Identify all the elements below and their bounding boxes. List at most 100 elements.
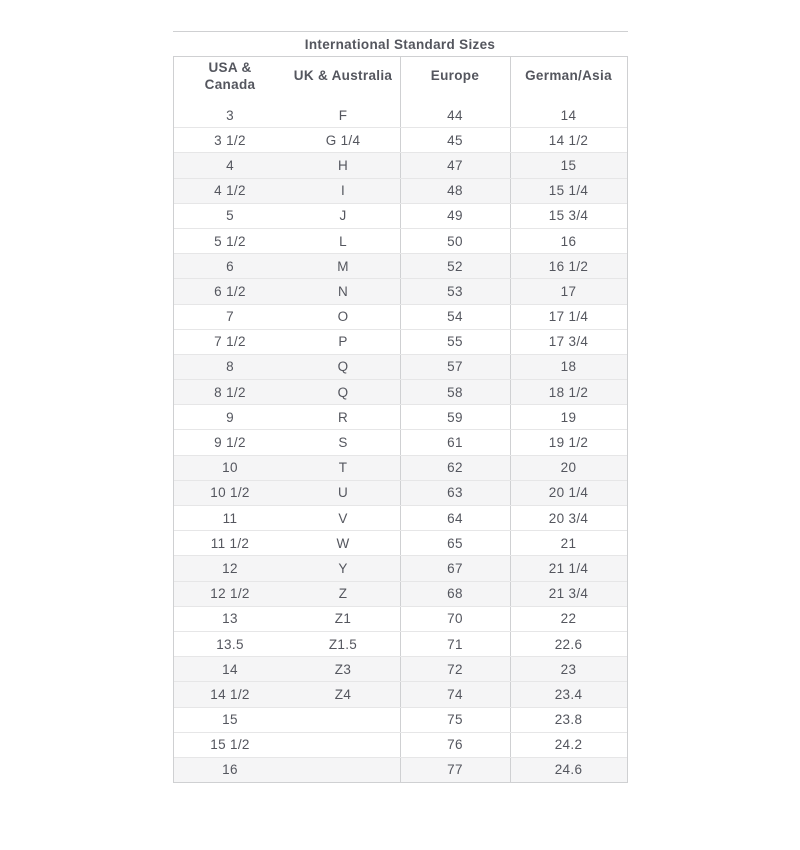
table-cell-usa-canada: 13.5 [216,636,244,652]
table-cell-uk-australia: F [338,107,348,123]
table-cell-uk-australia: O [337,309,349,325]
table-header-row: USA & Canada UK & Australia Europe Germa… [174,57,627,103]
table-cell-uk-australia: R [337,409,349,425]
table-row: 4 1/2 I 48 15 1/4 [173,178,627,204]
table-cell-europe: 72 [399,657,510,682]
table-cell-usa-canada: 10 1/2 [210,485,250,501]
table-cell-uk-australia: Q [337,384,349,400]
column-header-usa-canada: USA & Canada [204,60,256,92]
table-row: 13.5 Z1.5 71 22.6 [173,631,627,658]
table-cell-usa-canada: 8 [226,359,234,375]
table-row: 8 Q 57 18 [173,354,627,381]
table-cell-uk-australia: V [338,510,348,526]
table-cell-german-asia: 21 [509,531,627,556]
table-row: 6 M 52 16 1/2 [173,254,627,280]
table-cell-uk-australia: U [337,485,349,501]
table-cell-german-asia: 24.2 [509,732,627,757]
table-cell-uk-australia: Z1.5 [328,636,358,652]
table-cell-usa-canada: 15 1/2 [210,737,250,753]
table-cell-german-asia: 23 [509,657,627,682]
table-row: 7 O 54 17 1/4 [173,304,627,330]
table-cell-german-asia: 15 [509,153,627,178]
table-title: International Standard Sizes [172,31,628,57]
table-cell-uk-australia: H [337,157,349,173]
table-cell-europe: 75 [399,707,510,732]
table-cell-usa-canada: 14 1/2 [210,686,250,702]
table-cell-europe: 64 [399,506,510,531]
table-cell-uk-australia: Q [337,359,349,375]
table-cell-usa-canada: 15 [222,712,238,728]
table-cell-usa-canada: 10 [222,460,238,476]
table-cell-german-asia: 23.4 [509,682,627,707]
table-cell-usa-canada: 14 [222,661,238,677]
column-header-europe: Europe [399,57,510,103]
table-row: 13 Z1 70 22 [173,606,627,632]
table-cell-europe: 77 [399,757,510,783]
table-cell-europe: 54 [399,304,510,329]
table-cell-usa-canada: 4 1/2 [214,183,246,199]
table-cell-europe: 71 [399,631,510,657]
table-row: 14 1/2 Z4 74 23.4 [173,682,627,708]
table-cell-europe: 74 [399,682,510,707]
international-size-chart: International Standard Sizes USA & Canad… [172,31,628,784]
table-cell-uk-australia: S [338,435,348,451]
table-cell-german-asia: 15 1/4 [509,178,627,203]
table-body-frame: USA & Canada UK & Australia Europe Germa… [172,57,628,784]
table-cell-german-asia: 17 3/4 [509,329,627,354]
table-cell-europe: 59 [399,405,510,430]
table-cell-german-asia: 18 1/2 [509,380,627,405]
table-cell-uk-australia [287,758,400,782]
table-cell-uk-australia [287,708,400,732]
table-cell-german-asia: 19 [509,405,627,430]
table-row: 14 Z3 72 23 [173,657,627,683]
table-cell-europe: 49 [399,203,510,228]
table-cell-usa-canada: 5 1/2 [214,233,246,249]
table-cell-uk-australia: Z1 [334,611,352,627]
table-cell-europe: 61 [399,430,510,455]
table-cell-usa-canada: 3 1/2 [214,132,246,148]
table-cell-usa-canada: 9 [226,409,234,425]
table-row: 5 J 49 15 3/4 [173,203,627,229]
table-cell-usa-canada: 5 [226,208,234,224]
table-row: 6 1/2 N 53 17 [173,279,627,305]
table-cell-europe: 57 [399,354,510,380]
table-cell-usa-canada: 11 [222,510,238,526]
table-row: 5 1/2 L 50 16 [173,228,627,255]
table-cell-europe: 63 [399,480,510,505]
table-cell-uk-australia: L [339,233,347,249]
table-cell-uk-australia: Z3 [334,661,352,677]
table-cell-usa-canada: 9 1/2 [214,435,246,451]
table-cell-usa-canada: 4 [226,157,234,173]
table-cell-europe: 48 [399,178,510,203]
table-row: 15 1/2 76 24.2 [173,732,627,758]
table-cell-europe: 62 [399,455,510,480]
table-cell-usa-canada: 7 1/2 [214,334,246,350]
table-row: 8 1/2 Q 58 18 1/2 [173,380,627,406]
table-cell-europe: 65 [399,531,510,556]
table-cell-german-asia: 22 [509,606,627,631]
table-cell-german-asia: 17 1/4 [509,304,627,329]
table-row: 9 R 59 19 [173,405,627,431]
table-cell-german-asia: 14 1/2 [509,128,627,153]
table-row: 3 F 44 14 [173,103,627,129]
table-cell-europe: 70 [399,606,510,631]
table-cell-europe: 58 [399,380,510,405]
table-row: 11 V 64 20 3/4 [173,506,627,532]
table-cell-usa-canada: 12 1/2 [210,586,250,602]
table-row: 10 1/2 U 63 20 1/4 [173,480,627,506]
table-cell-uk-australia: Z [338,586,348,602]
column-header-german-asia: German/Asia [509,57,627,103]
table-cell-german-asia: 20 3/4 [509,506,627,531]
table-cell-german-asia: 20 1/4 [509,480,627,505]
table-cell-uk-australia: Z4 [334,686,352,702]
table-cell-usa-canada: 8 1/2 [214,384,246,400]
table-cell-uk-australia: G 1/4 [325,132,361,148]
table-cell-uk-australia: J [339,208,347,224]
table-cell-uk-australia: T [338,460,348,476]
table-row: 9 1/2 S 61 19 1/2 [173,430,627,456]
table-row: 12 Y 67 21 1/4 [173,556,627,582]
table-cell-usa-canada: 12 [222,560,238,576]
table-row: 10 T 62 20 [173,455,627,481]
column-header-uk-australia: UK & Australia [293,68,393,84]
table-row: 12 1/2 Z 68 21 3/4 [173,581,627,607]
